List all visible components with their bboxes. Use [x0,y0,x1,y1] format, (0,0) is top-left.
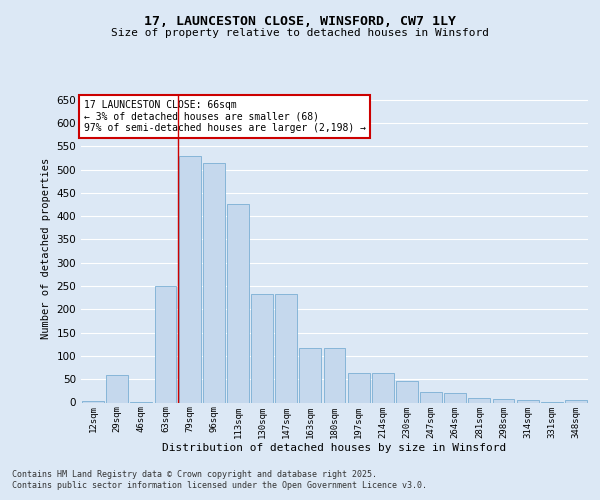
Bar [396,381,418,402]
Bar [445,393,466,402]
Bar [517,400,539,402]
Y-axis label: Number of detached properties: Number of detached properties [41,158,51,340]
Text: 17, LAUNCESTON CLOSE, WINSFORD, CW7 1LY: 17, LAUNCESTON CLOSE, WINSFORD, CW7 1LY [144,15,456,28]
Bar [565,400,587,402]
Text: Contains public sector information licensed under the Open Government Licence v3: Contains public sector information licen… [12,481,427,490]
X-axis label: Distribution of detached houses by size in Winsford: Distribution of detached houses by size … [163,443,506,453]
Bar [82,400,104,402]
Bar [106,374,128,402]
Bar [348,372,370,402]
Bar [275,294,297,403]
Text: 17 LAUNCESTON CLOSE: 66sqm
← 3% of detached houses are smaller (68)
97% of semi-: 17 LAUNCESTON CLOSE: 66sqm ← 3% of detac… [83,100,365,133]
Bar [323,348,346,403]
Bar [203,162,224,402]
Bar [179,156,200,402]
Text: Size of property relative to detached houses in Winsford: Size of property relative to detached ho… [111,28,489,38]
Text: Contains HM Land Registry data © Crown copyright and database right 2025.: Contains HM Land Registry data © Crown c… [12,470,377,479]
Bar [155,286,176,403]
Bar [299,348,321,403]
Bar [493,399,514,402]
Bar [251,294,273,403]
Bar [227,204,249,402]
Bar [420,392,442,402]
Bar [372,372,394,402]
Bar [469,398,490,402]
